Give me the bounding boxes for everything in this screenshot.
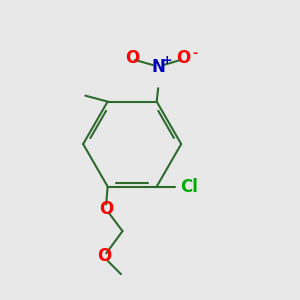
Text: Cl: Cl <box>181 178 198 196</box>
Text: O: O <box>125 50 139 68</box>
Text: N: N <box>151 58 165 76</box>
Text: O: O <box>99 200 113 218</box>
Text: O: O <box>176 50 190 68</box>
Text: O: O <box>98 248 112 266</box>
Text: +: + <box>161 54 172 68</box>
Text: -: - <box>192 46 197 60</box>
